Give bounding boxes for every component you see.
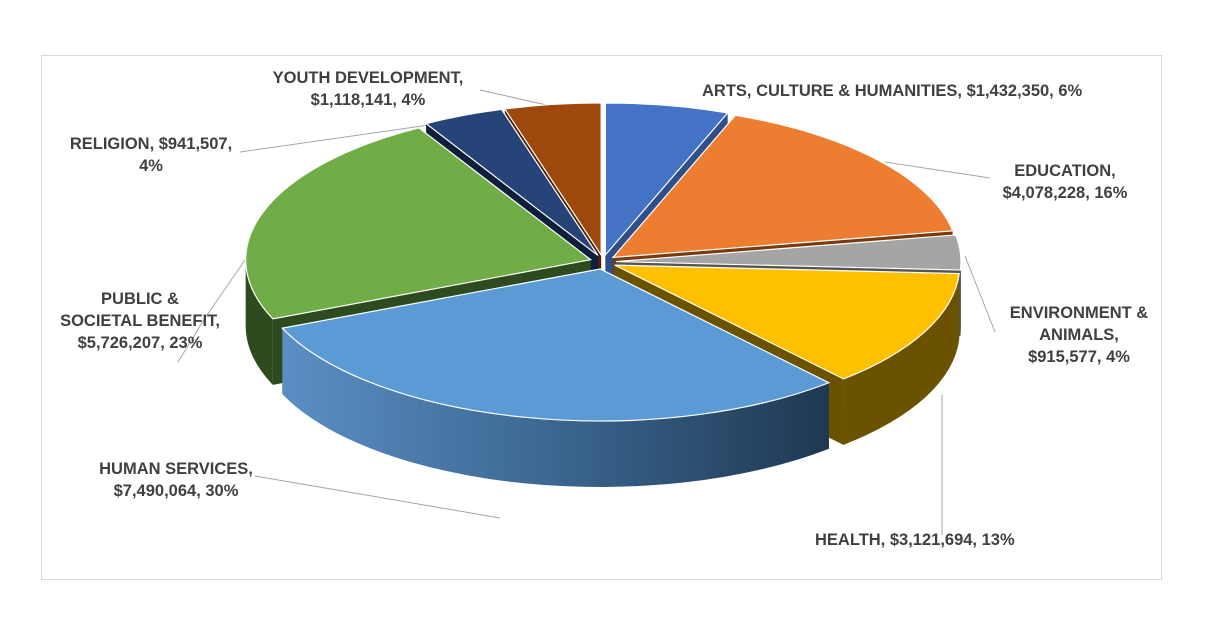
slice-side-human-services	[282, 328, 829, 487]
slice-side-health	[843, 273, 960, 445]
label-public-societal: PUBLIC & SOCIETAL BENEFIT, $5,726,207, 2…	[60, 290, 220, 352]
slice-environment-animals	[615, 234, 962, 271]
label-education: EDUCATION, $4,078,228, 16%	[1002, 162, 1128, 202]
slice-side-environment-animals	[960, 261, 961, 337]
slice-tops	[245, 102, 962, 422]
slice-arts-culture-humanities	[604, 102, 729, 257]
slice-health	[614, 264, 960, 380]
slice-human-services	[281, 268, 831, 422]
leader-line-1	[239, 121, 451, 153]
leader-line-6	[884, 161, 991, 179]
leader-line-5	[964, 255, 996, 333]
slice-public-societal-benefit	[245, 127, 593, 320]
label-arts: ARTS, CULTURE & HUMANITIES, $1,432,350, …	[702, 82, 1083, 100]
label-religion: RELIGION, $941,507, 4%	[69, 135, 233, 175]
slice-education	[611, 114, 954, 259]
slice-youth-development	[503, 102, 602, 257]
label-health: HEALTH, $3,121,694, 13%	[815, 531, 1015, 549]
slice-religion	[424, 108, 599, 256]
label-youth: YOUTH DEVELOPMENT, $1,118,141, 4%	[272, 69, 464, 109]
leader-line-3	[254, 475, 501, 519]
label-environment: ENVIRONMENT & ANIMALS, $915,577, 4%	[1009, 304, 1149, 366]
leader-line-2	[177, 259, 246, 363]
label-human-services: HUMAN SERVICES, $7,490,064, 30%	[99, 460, 253, 500]
